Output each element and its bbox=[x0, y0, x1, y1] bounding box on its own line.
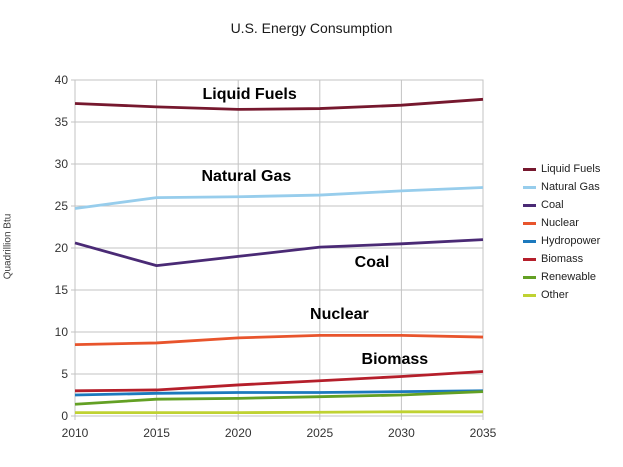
annotation-coal: Coal bbox=[354, 254, 390, 272]
legend-swatch-icon bbox=[523, 221, 536, 225]
legend-label: Natural Gas bbox=[541, 181, 600, 193]
y-tick-label: 30 bbox=[55, 157, 69, 171]
series-line-liquid-fuels bbox=[74, 97, 484, 111]
series-line-renewable bbox=[74, 390, 484, 406]
legend-label: Biomass bbox=[541, 253, 584, 265]
annotation-nuclear: Nuclear bbox=[310, 306, 369, 324]
legend-item-hydropower: Hydropower bbox=[523, 232, 600, 250]
legend-swatch-icon bbox=[523, 203, 536, 207]
series-line-coal bbox=[74, 238, 484, 268]
legend-item-other: Other bbox=[523, 286, 600, 304]
series-line-hydropower bbox=[74, 389, 484, 397]
legend-item-natural-gas: Natural Gas bbox=[523, 178, 600, 196]
legend-item-biomass: Biomass bbox=[523, 250, 600, 268]
annotation-biomass: Biomass bbox=[361, 350, 429, 368]
series-line-other bbox=[75, 410, 483, 415]
legend-label: Nuclear bbox=[541, 217, 579, 229]
y-tick-label: 20 bbox=[55, 241, 69, 255]
x-tick-label: 2035 bbox=[470, 426, 497, 440]
legend-label: Liquid Fuels bbox=[541, 163, 601, 175]
legend-swatch-icon bbox=[523, 275, 536, 279]
chart-title: U.S. Energy Consumption bbox=[230, 20, 393, 36]
x-tick-label: 2020 bbox=[225, 426, 252, 440]
annotation-liquid-fuels: Liquid Fuels bbox=[202, 86, 297, 104]
y-tick-label: 40 bbox=[55, 73, 69, 87]
x-tick-label: 2025 bbox=[306, 426, 333, 440]
y-tick-label: 35 bbox=[55, 115, 69, 129]
legend-label: Other bbox=[541, 289, 569, 301]
x-tick-label: 2030 bbox=[388, 426, 415, 440]
legend-label: Renewable bbox=[541, 271, 597, 283]
y-tick-label: 15 bbox=[55, 283, 69, 297]
legend-label: Coal bbox=[541, 199, 564, 211]
legend-item-coal: Coal bbox=[523, 196, 600, 214]
legend-swatch-icon bbox=[523, 239, 536, 243]
legend: Liquid Fuels Natural Gas Coal Nuclear Hydrop… bbox=[523, 160, 600, 304]
series-line-nuclear bbox=[74, 333, 484, 346]
x-tick-label: 2010 bbox=[62, 426, 89, 440]
annotation-natural-gas: Natural Gas bbox=[201, 167, 292, 185]
series-line-biomass bbox=[74, 370, 484, 393]
y-tick-label: 10 bbox=[55, 325, 69, 339]
x-tick-label: 2015 bbox=[143, 426, 170, 440]
y-tick-label: 5 bbox=[61, 367, 68, 381]
legend-swatch-icon bbox=[523, 293, 536, 297]
legend-item-liquid-fuels: Liquid Fuels bbox=[523, 160, 600, 178]
legend-swatch-icon bbox=[523, 257, 536, 261]
legend-label: Hydropower bbox=[541, 235, 601, 247]
legend-swatch-icon bbox=[523, 185, 536, 189]
legend-swatch-icon bbox=[523, 167, 536, 171]
legend-item-nuclear: Nuclear bbox=[523, 214, 600, 232]
series-line-natural-gas bbox=[74, 186, 484, 210]
legend-item-renewable: Renewable bbox=[523, 268, 600, 286]
y-tick-label: 0 bbox=[61, 409, 68, 423]
y-tick-label: 25 bbox=[55, 199, 69, 213]
